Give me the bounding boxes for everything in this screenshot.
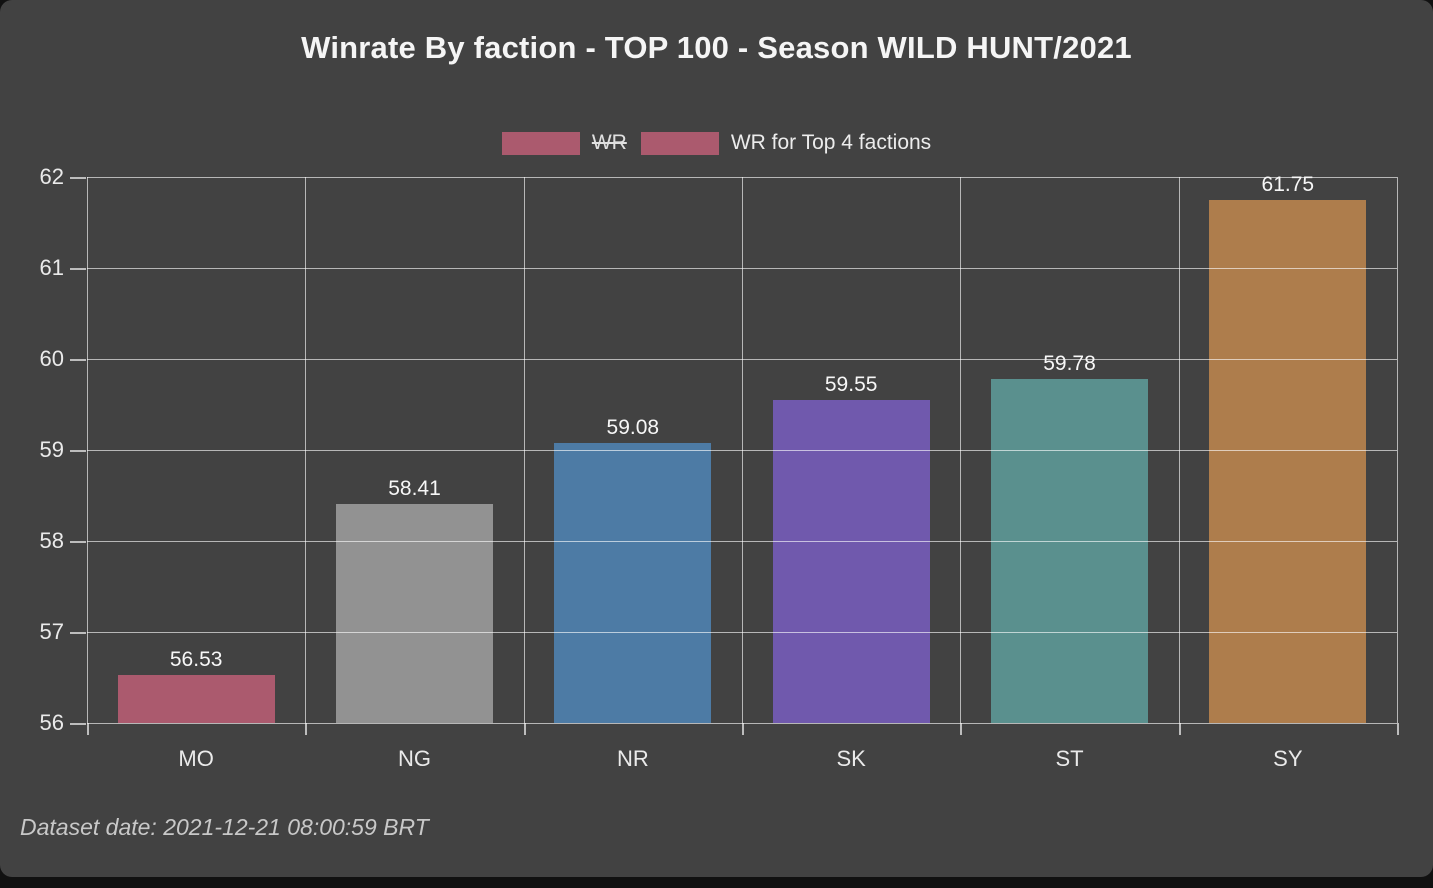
v-gridline-6 <box>1397 177 1398 723</box>
x-axis-tick-label-st: ST <box>1055 746 1084 771</box>
bar-sy <box>1209 199 1367 723</box>
legend-item-wr-for-top-4-factions[interactable]: WR for Top 4 factions <box>640 131 932 155</box>
y-axis-tick-label-57: 57 <box>39 619 64 644</box>
legend: WR WR for Top 4 factions <box>0 131 1433 155</box>
y-axis-tick-mark <box>70 723 86 725</box>
x-axis-tick-mark <box>1397 723 1399 735</box>
legend-label[interactable]: WR <box>591 131 627 154</box>
x-axis-tick-label-nr: NR <box>616 746 649 771</box>
dataset-date: Dataset date: 2021-12-21 08:00:59 BRT <box>20 814 429 840</box>
y-axis-tick-mark <box>70 359 86 361</box>
y-axis-tick-mark <box>70 177 86 179</box>
y-axis-tick-label-61: 61 <box>39 255 64 280</box>
legend-label[interactable]: WR for Top 4 factions <box>730 131 932 154</box>
y-axis-tick-mark <box>70 450 86 452</box>
y-axis-tick-mark <box>70 541 86 543</box>
x-axis-tick-label-ng: NG <box>398 746 431 771</box>
x-axis-tick-mark <box>742 723 744 735</box>
x-axis-tick-mark <box>87 723 89 735</box>
chart-title: Winrate By faction - TOP 100 - Season WI… <box>301 30 1132 65</box>
y-axis-tick-mark <box>70 632 86 634</box>
x-axis-tick-label-mo: MO <box>178 746 214 771</box>
y-axis-tick-label-56: 56 <box>39 710 64 735</box>
y-axis-tick-label-58: 58 <box>39 528 64 553</box>
legend-swatch[interactable] <box>501 131 580 155</box>
y-axis-tick-label-59: 59 <box>39 437 64 462</box>
legend-item-wr[interactable]: WR <box>501 131 627 155</box>
x-axis-tick-mark <box>960 723 963 735</box>
x-axis-tick-mark <box>305 723 308 735</box>
x-axis-tick-label-sy: SY <box>1273 746 1303 771</box>
bar-nr <box>554 442 712 723</box>
x-axis-tick-label-sk: SK <box>836 746 866 771</box>
x-axis-tick-mark <box>523 723 526 735</box>
y-axis-tick-label-60: 60 <box>39 346 64 371</box>
y-axis-tick-label-62: 62 <box>39 164 64 189</box>
bars-layer <box>87 177 1397 723</box>
legend-swatch[interactable] <box>640 131 719 155</box>
x-axis-tick-mark <box>1178 723 1181 735</box>
bar-sk <box>772 399 930 723</box>
bar-st <box>990 379 1149 723</box>
bar-mo <box>117 674 275 723</box>
bar-ng <box>335 503 494 723</box>
plot-area: 56.53 58.41 59.08 59.55 59.78 61.75 <box>87 173 1398 724</box>
y-axis-tick-mark <box>70 268 86 270</box>
